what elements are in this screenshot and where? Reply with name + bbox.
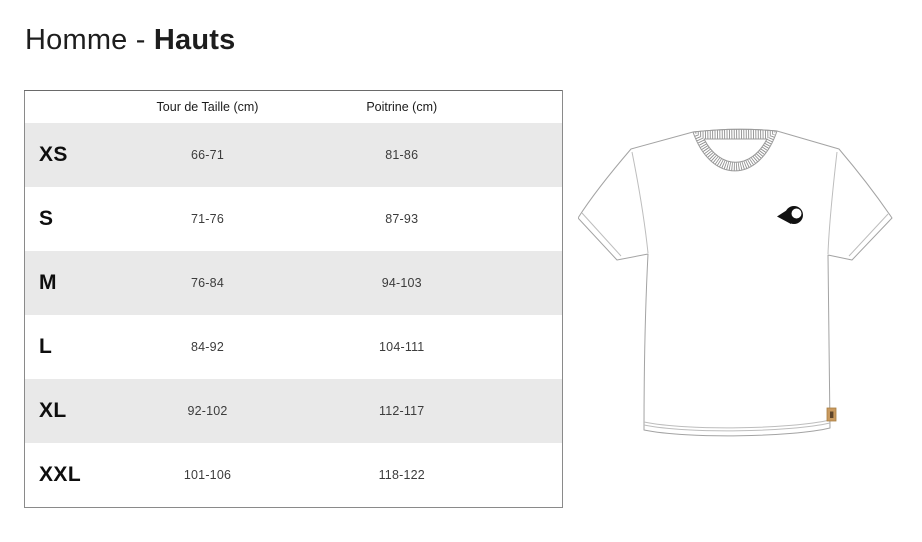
chest-value: 112-117 bbox=[379, 404, 425, 418]
waist-value: 76-84 bbox=[191, 276, 224, 290]
header-waist: Tour de Taille (cm) bbox=[156, 100, 259, 114]
waist-value: 92-102 bbox=[187, 404, 228, 418]
tshirt-front-svg bbox=[578, 128, 893, 437]
chest-value: 87-93 bbox=[385, 212, 419, 226]
size-label: XS bbox=[39, 143, 68, 166]
page-title-section: Hauts bbox=[153, 24, 236, 56]
waist-value: 101-106 bbox=[183, 467, 232, 482]
size-label: S bbox=[39, 207, 54, 230]
chest-value: 94-103 bbox=[381, 276, 422, 290]
size-row-m: M 76-84 94-103 bbox=[24, 251, 563, 315]
size-row-xxl: XXL 101-106 118-122 bbox=[25, 443, 563, 507]
header-row: Tour de Taille (cm) Poitrine (cm) bbox=[25, 91, 563, 124]
comet-logo-icon bbox=[777, 206, 803, 224]
size-row-s: S 71-76 87-93 bbox=[25, 187, 563, 251]
collar-outline bbox=[692, 128, 778, 172]
size-row-xl: XL 92-102 112-117 bbox=[24, 379, 563, 443]
tshirt-body-outline bbox=[578, 128, 893, 437]
chest-value: 81-86 bbox=[385, 148, 419, 162]
size-label: M bbox=[39, 271, 57, 294]
size-row-xs: XS 66-71 81-86 bbox=[24, 123, 563, 187]
collar-ribbing bbox=[693, 129, 777, 171]
size-label: XXL bbox=[39, 462, 82, 486]
size-chart-table: Tour de Taille (cm) Poitrine (cm) XS 66-… bbox=[24, 90, 563, 508]
seam-lines bbox=[581, 151, 889, 432]
size-label: XL bbox=[39, 399, 67, 422]
waist-value: 71-76 bbox=[191, 212, 224, 226]
waist-value: 66-71 bbox=[191, 148, 224, 162]
tshirt-illustration bbox=[578, 112, 908, 442]
waist-value: 84-92 bbox=[191, 340, 224, 354]
page-title: Homme - Hauts bbox=[25, 24, 235, 57]
header-chest: Poitrine (cm) bbox=[366, 100, 438, 114]
size-label: L bbox=[39, 335, 53, 358]
chest-value: 104-111 bbox=[379, 340, 425, 354]
page-title-category: Homme - bbox=[25, 24, 154, 56]
chest-value: 118-122 bbox=[378, 467, 425, 482]
hem-tag bbox=[826, 407, 837, 422]
size-row-l: L 84-92 104-111 bbox=[25, 315, 563, 379]
header-size bbox=[25, 91, 111, 124]
